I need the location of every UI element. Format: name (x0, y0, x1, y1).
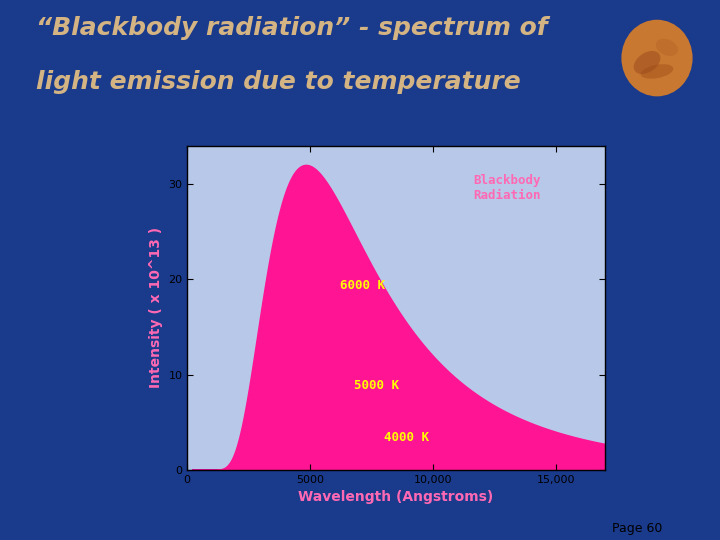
X-axis label: Wavelength (Angstroms): Wavelength (Angstroms) (298, 490, 494, 504)
Ellipse shape (641, 64, 673, 79)
Ellipse shape (634, 51, 660, 74)
Text: Page 60: Page 60 (612, 522, 662, 535)
Text: light emission due to temperature: light emission due to temperature (36, 70, 521, 94)
Text: 5000 K: 5000 K (354, 379, 399, 392)
Text: 6000 K: 6000 K (340, 279, 384, 292)
Text: 4000 K: 4000 K (384, 431, 428, 444)
Y-axis label: Intensity ( x 10^13 ): Intensity ( x 10^13 ) (148, 227, 163, 388)
Text: Blackbody
Radiation: Blackbody Radiation (473, 174, 540, 202)
Circle shape (621, 20, 693, 96)
Ellipse shape (656, 39, 678, 56)
Text: “Blackbody radiation” - spectrum of: “Blackbody radiation” - spectrum of (36, 16, 548, 40)
